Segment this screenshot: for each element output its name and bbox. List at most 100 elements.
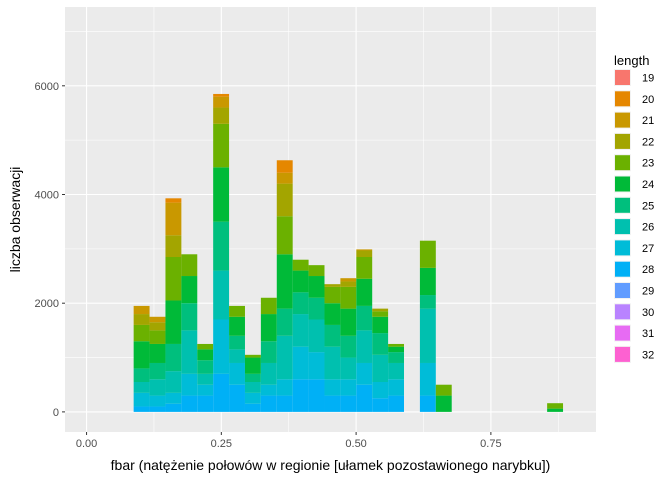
bar-segment-23 bbox=[229, 305, 245, 317]
legend-swatch-27 bbox=[615, 240, 630, 256]
bar-segment-24 bbox=[340, 308, 357, 336]
bar-segment-23 bbox=[244, 354, 261, 358]
bar-segment-22 bbox=[149, 322, 166, 331]
legend-label-24: 24 bbox=[642, 179, 654, 191]
bar-segment-25 bbox=[372, 333, 389, 355]
bar-segment-24 bbox=[149, 343, 166, 363]
bar-segment-26 bbox=[244, 382, 261, 393]
legend-swatch-19 bbox=[615, 70, 630, 85]
bar-segment-26 bbox=[149, 379, 166, 396]
bar-segment-23 bbox=[213, 123, 230, 168]
legend-label-31: 31 bbox=[642, 328, 654, 340]
legend-swatch-30 bbox=[615, 304, 630, 320]
bar-segment-27 bbox=[229, 362, 245, 385]
bar-segment-23 bbox=[165, 257, 182, 301]
bar-segment-25 bbox=[276, 308, 293, 336]
bar-segment-21 bbox=[276, 172, 293, 184]
legend-label-23: 23 bbox=[642, 158, 654, 170]
bar-segment-21 bbox=[340, 278, 357, 282]
bar-segment-23 bbox=[181, 254, 198, 277]
y-tick-label: 4000 bbox=[35, 190, 59, 202]
bar-segment-21 bbox=[356, 249, 373, 251]
x-tick-label: 0.50 bbox=[345, 438, 366, 450]
bar-segment-26 bbox=[308, 319, 325, 353]
legend-label-30: 30 bbox=[642, 307, 654, 319]
x-tick-label: 0.25 bbox=[211, 438, 232, 450]
bar-segment-28 bbox=[229, 384, 245, 412]
bar-segment-23 bbox=[197, 343, 214, 350]
x-axis-title: fbar (natężenie połowów w regionie [ułam… bbox=[111, 457, 551, 473]
bar-segment-25 bbox=[419, 295, 436, 309]
bar-segment-26 bbox=[213, 270, 230, 320]
bar-segment-26 bbox=[356, 330, 373, 363]
bar-segment-27 bbox=[165, 392, 182, 404]
bar-segment-28 bbox=[292, 379, 309, 412]
bar-segment-23 bbox=[260, 297, 277, 315]
legend-label-20: 20 bbox=[642, 94, 654, 106]
bar-segment-28 bbox=[260, 395, 277, 412]
bar-segment-25 bbox=[213, 221, 230, 271]
bar-segment-23 bbox=[419, 240, 436, 268]
bar-segment-24 bbox=[165, 300, 182, 344]
bar-segment-28 bbox=[372, 398, 389, 412]
legend-label-19: 19 bbox=[642, 73, 654, 85]
bar-segment-22 bbox=[324, 284, 341, 287]
bar-segment-24 bbox=[181, 276, 198, 304]
bar-segment-26 bbox=[229, 349, 245, 363]
bar-segment-24 bbox=[276, 254, 293, 309]
legend-swatch-28 bbox=[615, 261, 630, 277]
bar-segment-27 bbox=[181, 373, 198, 396]
bar-segment-27 bbox=[149, 395, 166, 407]
legend-swatch-32 bbox=[615, 346, 630, 362]
bar-segment-22 bbox=[340, 281, 357, 287]
bar-segment-27 bbox=[213, 319, 230, 374]
bar-segment-20 bbox=[213, 93, 230, 97]
bar-segment-28 bbox=[324, 395, 341, 412]
bar-segment-28 bbox=[356, 384, 373, 412]
bar-segment-20 bbox=[276, 160, 293, 173]
legend-swatch-31 bbox=[615, 325, 630, 341]
legend-swatch-26 bbox=[615, 219, 630, 235]
bar-segment-28 bbox=[197, 395, 214, 412]
bar-segment-27 bbox=[260, 384, 277, 396]
bar-segment-23 bbox=[308, 265, 325, 277]
bar-segment-25 bbox=[181, 303, 198, 331]
bar-segment-23 bbox=[149, 330, 166, 344]
bar-segment-25 bbox=[165, 343, 182, 372]
legend-swatch-24 bbox=[615, 176, 630, 192]
bar-segment-22 bbox=[276, 183, 293, 217]
legend-swatch-22 bbox=[615, 133, 630, 149]
bar-segment-25 bbox=[260, 341, 277, 363]
legend-swatch-21 bbox=[615, 112, 630, 128]
bar-segment-24 bbox=[244, 357, 261, 374]
bar-segment-21 bbox=[213, 96, 230, 108]
bar-segment-28 bbox=[276, 395, 293, 412]
bar-segment-24 bbox=[419, 267, 436, 296]
bar-segment-28 bbox=[244, 403, 261, 412]
bar-segment-25 bbox=[356, 305, 373, 331]
legend-label-21: 21 bbox=[642, 115, 654, 127]
bar-segment-24 bbox=[197, 349, 214, 361]
bar-segment-25 bbox=[229, 335, 245, 350]
bar-segment-25 bbox=[244, 373, 261, 382]
bar-segment-24 bbox=[292, 270, 309, 293]
bar-segment-24 bbox=[356, 278, 373, 306]
bar-segment-24 bbox=[372, 316, 389, 334]
bar-segment-28 bbox=[388, 395, 405, 412]
bar-segment-28 bbox=[133, 406, 150, 412]
bar-segment-24 bbox=[388, 346, 405, 353]
legend-swatch-23 bbox=[615, 155, 630, 171]
bar-segment-23 bbox=[356, 257, 373, 279]
bar-segment-25 bbox=[388, 352, 405, 363]
bar-segment-27 bbox=[356, 362, 373, 385]
x-tick-label: 0.00 bbox=[76, 438, 97, 450]
legend-label-22: 22 bbox=[642, 136, 654, 148]
bar-segment-28 bbox=[340, 395, 357, 412]
bar-segment-26 bbox=[165, 371, 182, 393]
bar-segment-23 bbox=[133, 324, 150, 342]
bar-segment-20 bbox=[165, 198, 182, 203]
bar-segment-22 bbox=[165, 235, 182, 257]
bar-segment-27 bbox=[324, 379, 341, 396]
bar-segment-25 bbox=[324, 324, 341, 347]
bar-segment-27 bbox=[276, 379, 293, 396]
